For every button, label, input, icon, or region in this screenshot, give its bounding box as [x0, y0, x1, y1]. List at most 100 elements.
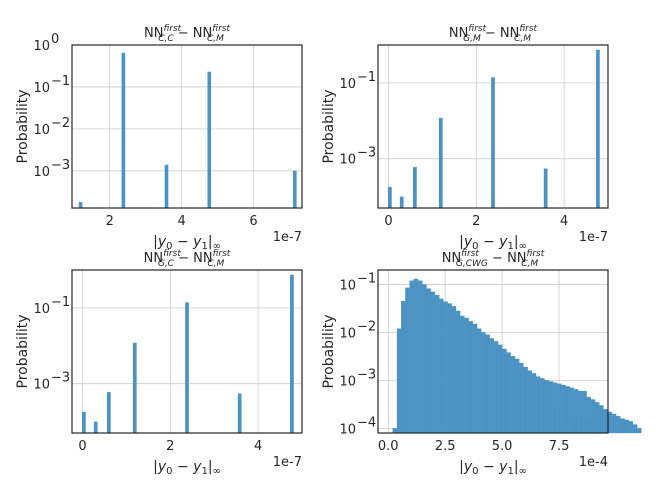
y-tick-base: 10 — [339, 374, 356, 389]
bar — [290, 274, 294, 433]
x-tick-label: 5.0 — [492, 439, 513, 454]
histogram-bar — [438, 298, 444, 434]
y-tick-exponent: −3 — [51, 371, 70, 386]
xlabel-sub: 0 — [472, 466, 478, 477]
subplot-title: NNfirst G,C − NNfirst C,M — [144, 249, 231, 269]
xlabel-sub: ∞ — [213, 466, 221, 477]
title-superscript: first — [163, 249, 181, 259]
bar — [132, 342, 137, 433]
title-minus: − — [481, 26, 500, 41]
y-tick-base: 10 — [33, 302, 50, 317]
title-base: NN — [193, 26, 212, 41]
histogram-bar — [527, 370, 532, 434]
xlabel-var: y — [498, 459, 508, 475]
axes-frame — [377, 269, 609, 434]
histogram-bar — [460, 315, 465, 434]
y-tick-base: 10 — [33, 165, 50, 180]
y-tick-exponent: −3 — [51, 158, 70, 173]
x-offset-text: 1e-4 — [579, 455, 608, 470]
histogram-bar — [396, 328, 402, 434]
xlabel-sub: 1 — [201, 466, 207, 477]
title-base: NN — [507, 251, 526, 266]
histogram-bar — [502, 348, 507, 434]
histogram-bar — [590, 399, 596, 434]
title-superscript: first — [212, 24, 230, 34]
histogram-bar — [545, 419, 550, 433]
histogram-bar — [611, 413, 617, 434]
xlabel-sub: 0 — [166, 241, 172, 252]
histogram-bar — [624, 419, 629, 434]
title-superscript: first — [461, 249, 479, 259]
title-superscript: first — [468, 24, 486, 34]
xlabel-minus: − — [173, 459, 194, 475]
histogram-bar — [405, 287, 410, 434]
histogram-bar — [413, 278, 419, 434]
histogram-bar — [570, 419, 575, 433]
y-axis-label: Probability — [15, 314, 31, 388]
xlabel-sub: 0 — [472, 241, 478, 252]
xlabel-bar: | — [153, 234, 158, 250]
x-tick-label: 6 — [249, 214, 257, 229]
subplot-title: NNfirst C,C − NNfirst C,M — [144, 24, 230, 44]
x-tick-label: 2 — [166, 439, 174, 454]
histogram-bar — [599, 405, 604, 434]
histogram-bar — [586, 419, 591, 433]
title-subscript: G,M — [463, 34, 481, 44]
y-tick-label: 10 — [33, 39, 50, 54]
y-tick-label: 10 — [33, 81, 50, 96]
y-tick-exponent: −4 — [357, 415, 376, 430]
title-base: NN — [449, 26, 468, 41]
histogram-bar — [401, 300, 406, 434]
xlabel-bar: | — [514, 459, 519, 475]
histogram-bar — [422, 284, 427, 434]
histogram-bar — [620, 418, 625, 434]
histogram-bar — [434, 294, 440, 434]
xlabel-bar: | — [459, 459, 464, 475]
bar — [107, 392, 111, 433]
y-tick-base: 10 — [339, 422, 356, 437]
xlabel-var: y — [463, 459, 473, 475]
y-tick-label: 10 — [339, 422, 356, 437]
x-axis-label: |y0 − y1|∞ — [459, 234, 527, 252]
histogram-bar — [472, 323, 478, 434]
histogram-bar — [514, 358, 520, 434]
bar — [164, 164, 169, 208]
y-tick-exponent: −1 — [51, 74, 70, 89]
xlabel-var: y — [192, 459, 202, 475]
x-offset-text: 1e-7 — [579, 230, 608, 245]
xlabel-bar: | — [153, 459, 158, 475]
xlabel-var: y — [157, 234, 167, 250]
title-minus: − — [488, 251, 507, 266]
y-tick-base: 10 — [33, 39, 50, 54]
axes-frame — [71, 269, 303, 434]
title-superscript: first — [163, 24, 181, 34]
histogram-bar — [451, 306, 457, 434]
histogram-bar — [464, 317, 469, 434]
bar — [293, 170, 297, 208]
title-subscript: C,M — [207, 34, 224, 44]
title-subscript: G,C — [158, 259, 175, 269]
histogram-bar — [615, 415, 621, 434]
title-subscript: C,M — [521, 259, 538, 269]
bar — [438, 117, 443, 208]
bar — [121, 52, 126, 208]
x-axis-label: |y0 − y1|∞ — [459, 459, 527, 477]
xlabel-minus: − — [479, 234, 500, 250]
histogram-bar — [632, 424, 638, 434]
x-axis-label: |y0 − y1|∞ — [153, 459, 221, 477]
xlabel-minus: − — [479, 459, 500, 475]
histogram-bar — [468, 321, 473, 434]
x-tick-label: 4 — [177, 214, 185, 229]
histogram-bar — [476, 328, 482, 434]
y-tick-exponent: −2 — [357, 319, 376, 334]
subplot-title: NNfirst G,M − NNfirst C,M — [449, 24, 538, 44]
histogram-bar — [531, 373, 537, 434]
xlabel-minus: − — [173, 234, 194, 250]
histogram-bar — [565, 386, 570, 434]
x-tick-label: 4 — [254, 439, 262, 454]
histogram-bar — [523, 366, 528, 434]
histogram-bar — [506, 352, 511, 434]
xlabel-sub: ∞ — [213, 241, 221, 252]
